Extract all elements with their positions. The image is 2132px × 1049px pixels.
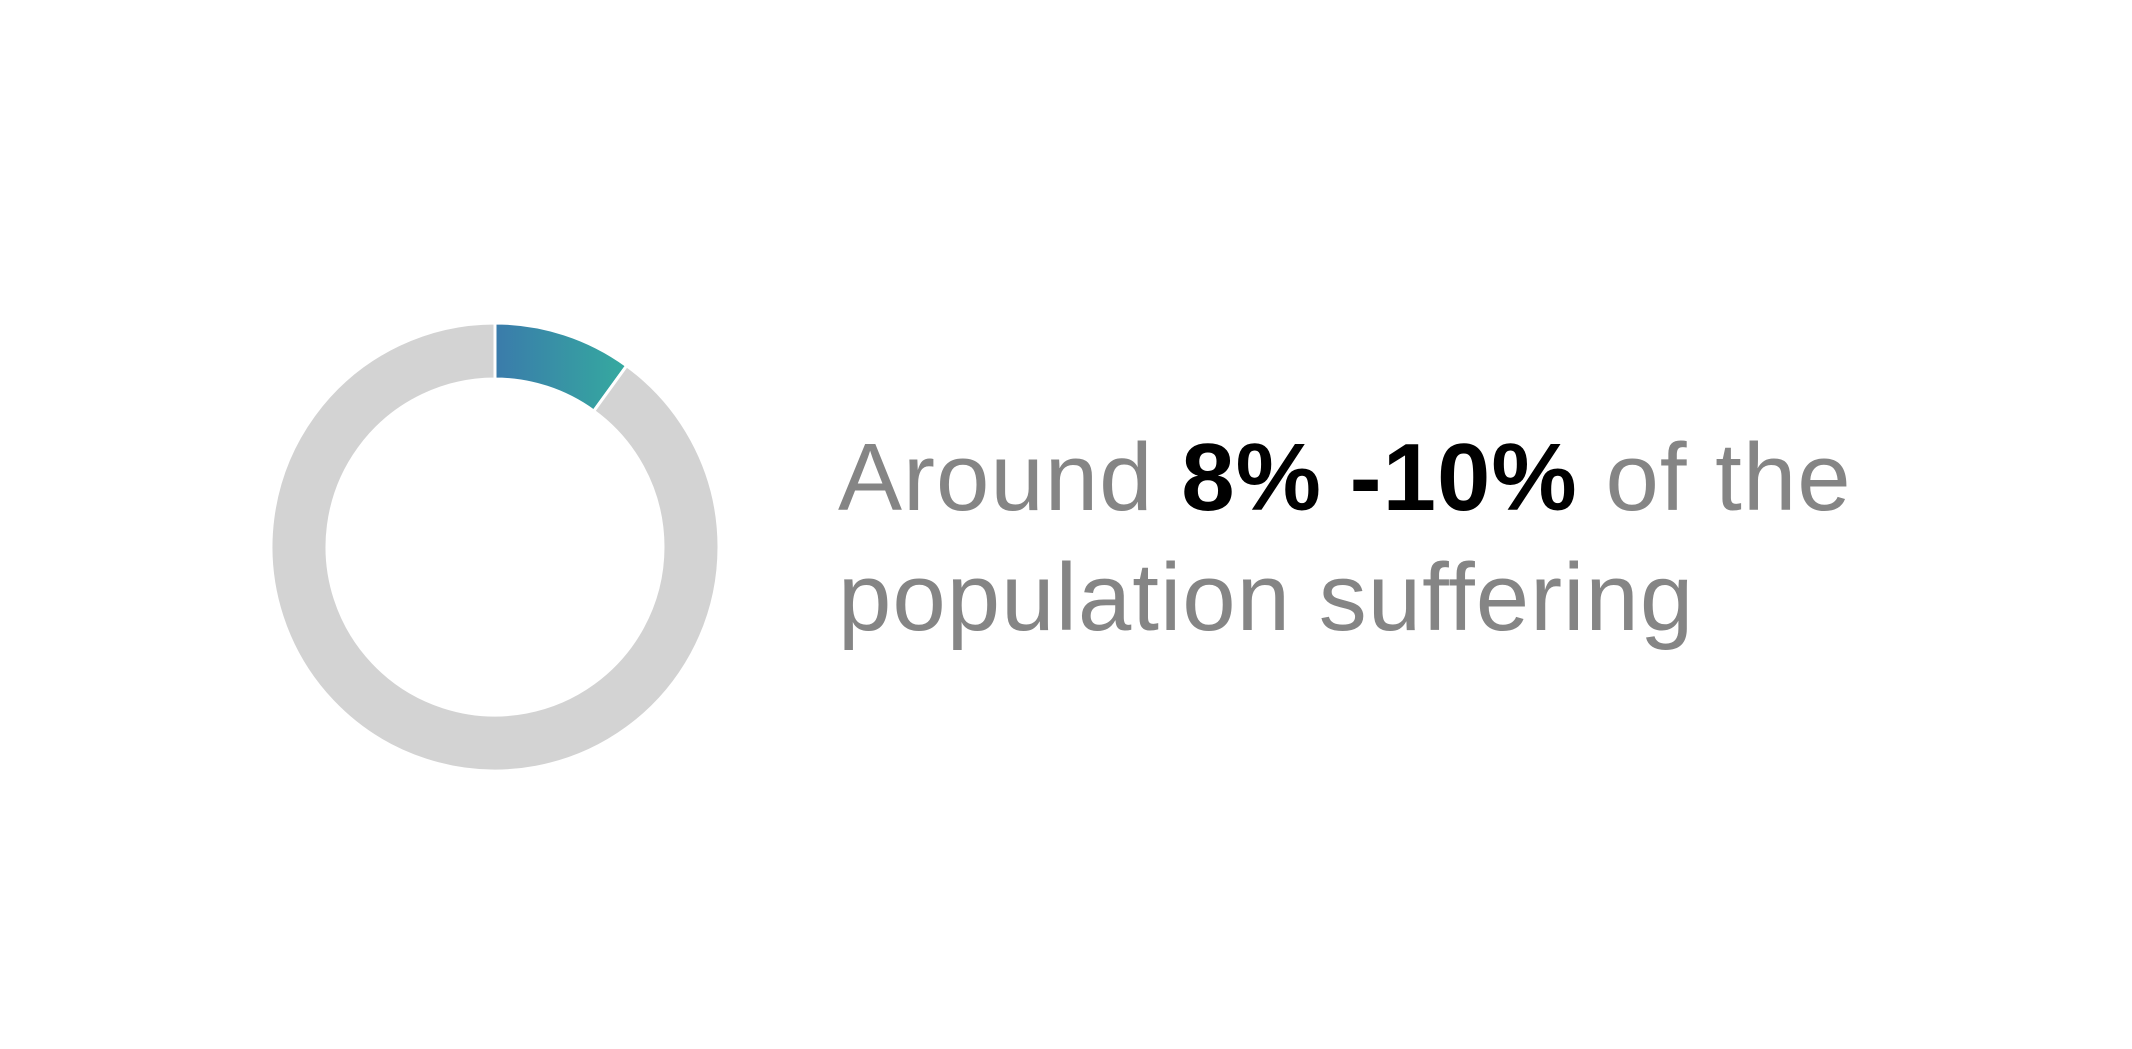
- caption-highlight-percentage: 8% -10%: [1181, 424, 1578, 531]
- caption-suffix: of the population suffering: [838, 424, 1852, 651]
- caption-text: Around 8% -10% of the population sufferi…: [838, 418, 1988, 658]
- donut-chart: [270, 322, 720, 772]
- donut-slice-remainder: [270, 322, 720, 772]
- donut-slices: [270, 322, 720, 772]
- caption-prefix: Around: [838, 424, 1182, 531]
